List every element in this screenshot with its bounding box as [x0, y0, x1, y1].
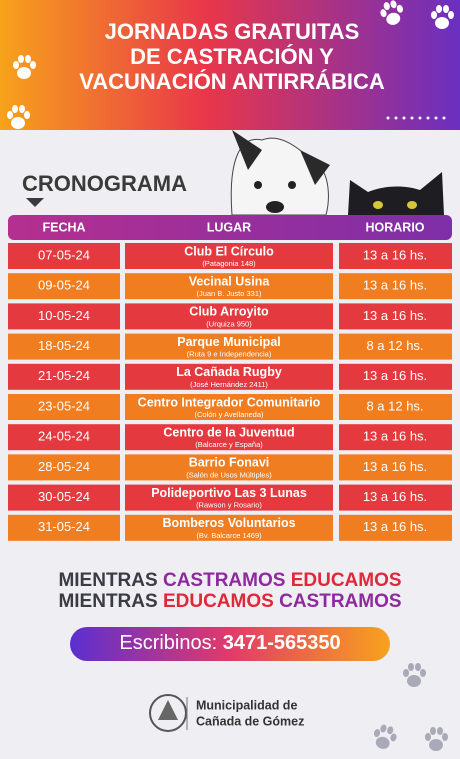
- hours-cell: [339, 363, 452, 390]
- section-pointer: [26, 198, 44, 207]
- place-note: (Ruta 9 e Independencia): [187, 350, 272, 359]
- date-cell: [8, 514, 120, 541]
- cat: [348, 172, 444, 215]
- date: 10-05-24: [38, 308, 90, 323]
- place: Club Arroyito: [189, 305, 269, 319]
- date-cell: [8, 363, 120, 390]
- date: 30-05-24: [38, 489, 90, 504]
- hours-cell: [339, 303, 452, 330]
- date: 31-05-24: [38, 519, 90, 534]
- date-cell: [8, 484, 120, 511]
- header-band: [0, 0, 460, 130]
- hours-cell: [339, 454, 452, 481]
- dots: [386, 116, 446, 120]
- place-cell: [125, 243, 333, 269]
- hours: 13 a 16 hs.: [363, 519, 427, 534]
- place-note: (Patagonia 148): [202, 259, 256, 268]
- place: Parque Municipal: [177, 335, 281, 349]
- table-header: [8, 215, 452, 240]
- place-note: (Bv. Balcarce 1469): [196, 531, 262, 540]
- contact-pill: [70, 627, 390, 661]
- hours-cell: [339, 484, 452, 511]
- hours-cell: [339, 514, 452, 541]
- place-note: (Balcarce y España): [195, 440, 263, 449]
- slogan-word: MIENTRAS: [58, 570, 157, 591]
- footer-line: Cañada de Gómez: [196, 714, 304, 728]
- place-note: (Rawson y Rosario): [196, 501, 262, 510]
- place-cell: [125, 363, 333, 390]
- place: Club El Círculo: [184, 244, 274, 258]
- date-cell: [8, 303, 120, 330]
- date-cell: [8, 333, 120, 360]
- slogan-word: MIENTRAS: [58, 591, 157, 612]
- hours-cell: [339, 243, 452, 269]
- title-line: VACUNACIÓN ANTIRRÁBICA: [79, 69, 385, 94]
- footer-line: Municipalidad de: [196, 698, 297, 712]
- hours: 13 a 16 hs.: [363, 247, 427, 262]
- contact-label: Escribinos:: [119, 632, 217, 654]
- hours: 13 a 16 hs.: [363, 429, 427, 444]
- dog: [230, 130, 330, 216]
- place-cell: [125, 303, 333, 330]
- hours: 8 a 12 hs.: [366, 338, 423, 353]
- slogan-word: EDUCAMOS: [291, 570, 402, 591]
- date: 28-05-24: [38, 459, 90, 474]
- place-cell: [125, 484, 333, 511]
- place-cell: [125, 273, 333, 300]
- date-cell: [8, 424, 120, 451]
- place-cell: [125, 454, 333, 481]
- hours: 13 a 16 hs.: [363, 278, 427, 293]
- title-line: JORNADAS GRATUITAS: [105, 19, 360, 44]
- place: Centro de la Juventud: [163, 425, 294, 439]
- hours: 13 a 16 hs.: [363, 308, 427, 323]
- date: 18-05-24: [38, 338, 90, 353]
- place: Barrio Fonavi: [189, 456, 270, 470]
- place-note: (Salón de Usos Múltiples): [186, 470, 272, 479]
- date-cell: [8, 243, 120, 269]
- place-note: (Urquiza 950): [206, 319, 252, 328]
- hours: 8 a 12 hs.: [366, 398, 423, 413]
- contact-phone: 3471-565350: [223, 632, 341, 654]
- date-cell: [8, 454, 120, 481]
- place-note: (José Hernández 2411): [190, 380, 268, 389]
- place: La Cañada Rugby: [176, 365, 282, 379]
- hours-cell: [339, 394, 452, 420]
- place: Bomberos Voluntarios: [162, 516, 295, 530]
- place-cell: [125, 514, 333, 541]
- section-title: CRONOGRAMA: [22, 171, 187, 196]
- place-cell: [125, 424, 333, 451]
- date: 24-05-24: [38, 429, 90, 444]
- hours-cell: [339, 333, 452, 360]
- contact: Escribinos: 3471-565350: [119, 632, 340, 654]
- place-cell: [125, 394, 333, 420]
- place: Vecinal Usina: [189, 274, 271, 288]
- hours: 13 a 16 hs.: [363, 459, 427, 474]
- column-header: HORARIO: [365, 220, 424, 234]
- slogan-line: MIENTRAS EDUCAMOS CASTRAMOS: [58, 591, 401, 612]
- hours-cell: [339, 273, 452, 300]
- place-note: (Juan B. Justo 331): [196, 289, 262, 298]
- column-header: FECHA: [42, 220, 85, 234]
- slogan-word: EDUCAMOS: [163, 591, 274, 612]
- hours: 13 a 16 hs.: [363, 368, 427, 383]
- hours: 13 a 16 hs.: [363, 489, 427, 504]
- date-cell: [8, 273, 120, 300]
- slogan-word: CASTRAMOS: [163, 570, 285, 591]
- date: 21-05-24: [38, 368, 90, 383]
- place: Polideportivo Las 3 Lunas: [151, 486, 307, 500]
- place-cell: [125, 333, 333, 360]
- column-header: LUGAR: [207, 220, 251, 234]
- place: Centro Integrador Comunitario: [138, 395, 321, 409]
- date: 23-05-24: [38, 398, 90, 413]
- title-line: DE CASTRACIÓN Y: [130, 44, 334, 69]
- date: 07-05-24: [38, 247, 90, 262]
- place-note: (Colón y Avellaneda): [194, 410, 264, 419]
- slogan-word: CASTRAMOS: [279, 591, 401, 612]
- date: 09-05-24: [38, 278, 90, 293]
- logo: [149, 694, 187, 732]
- hours-cell: [339, 424, 452, 451]
- slogan-line: MIENTRAS CASTRAMOS EDUCAMOS: [58, 570, 401, 591]
- date-cell: [8, 394, 120, 420]
